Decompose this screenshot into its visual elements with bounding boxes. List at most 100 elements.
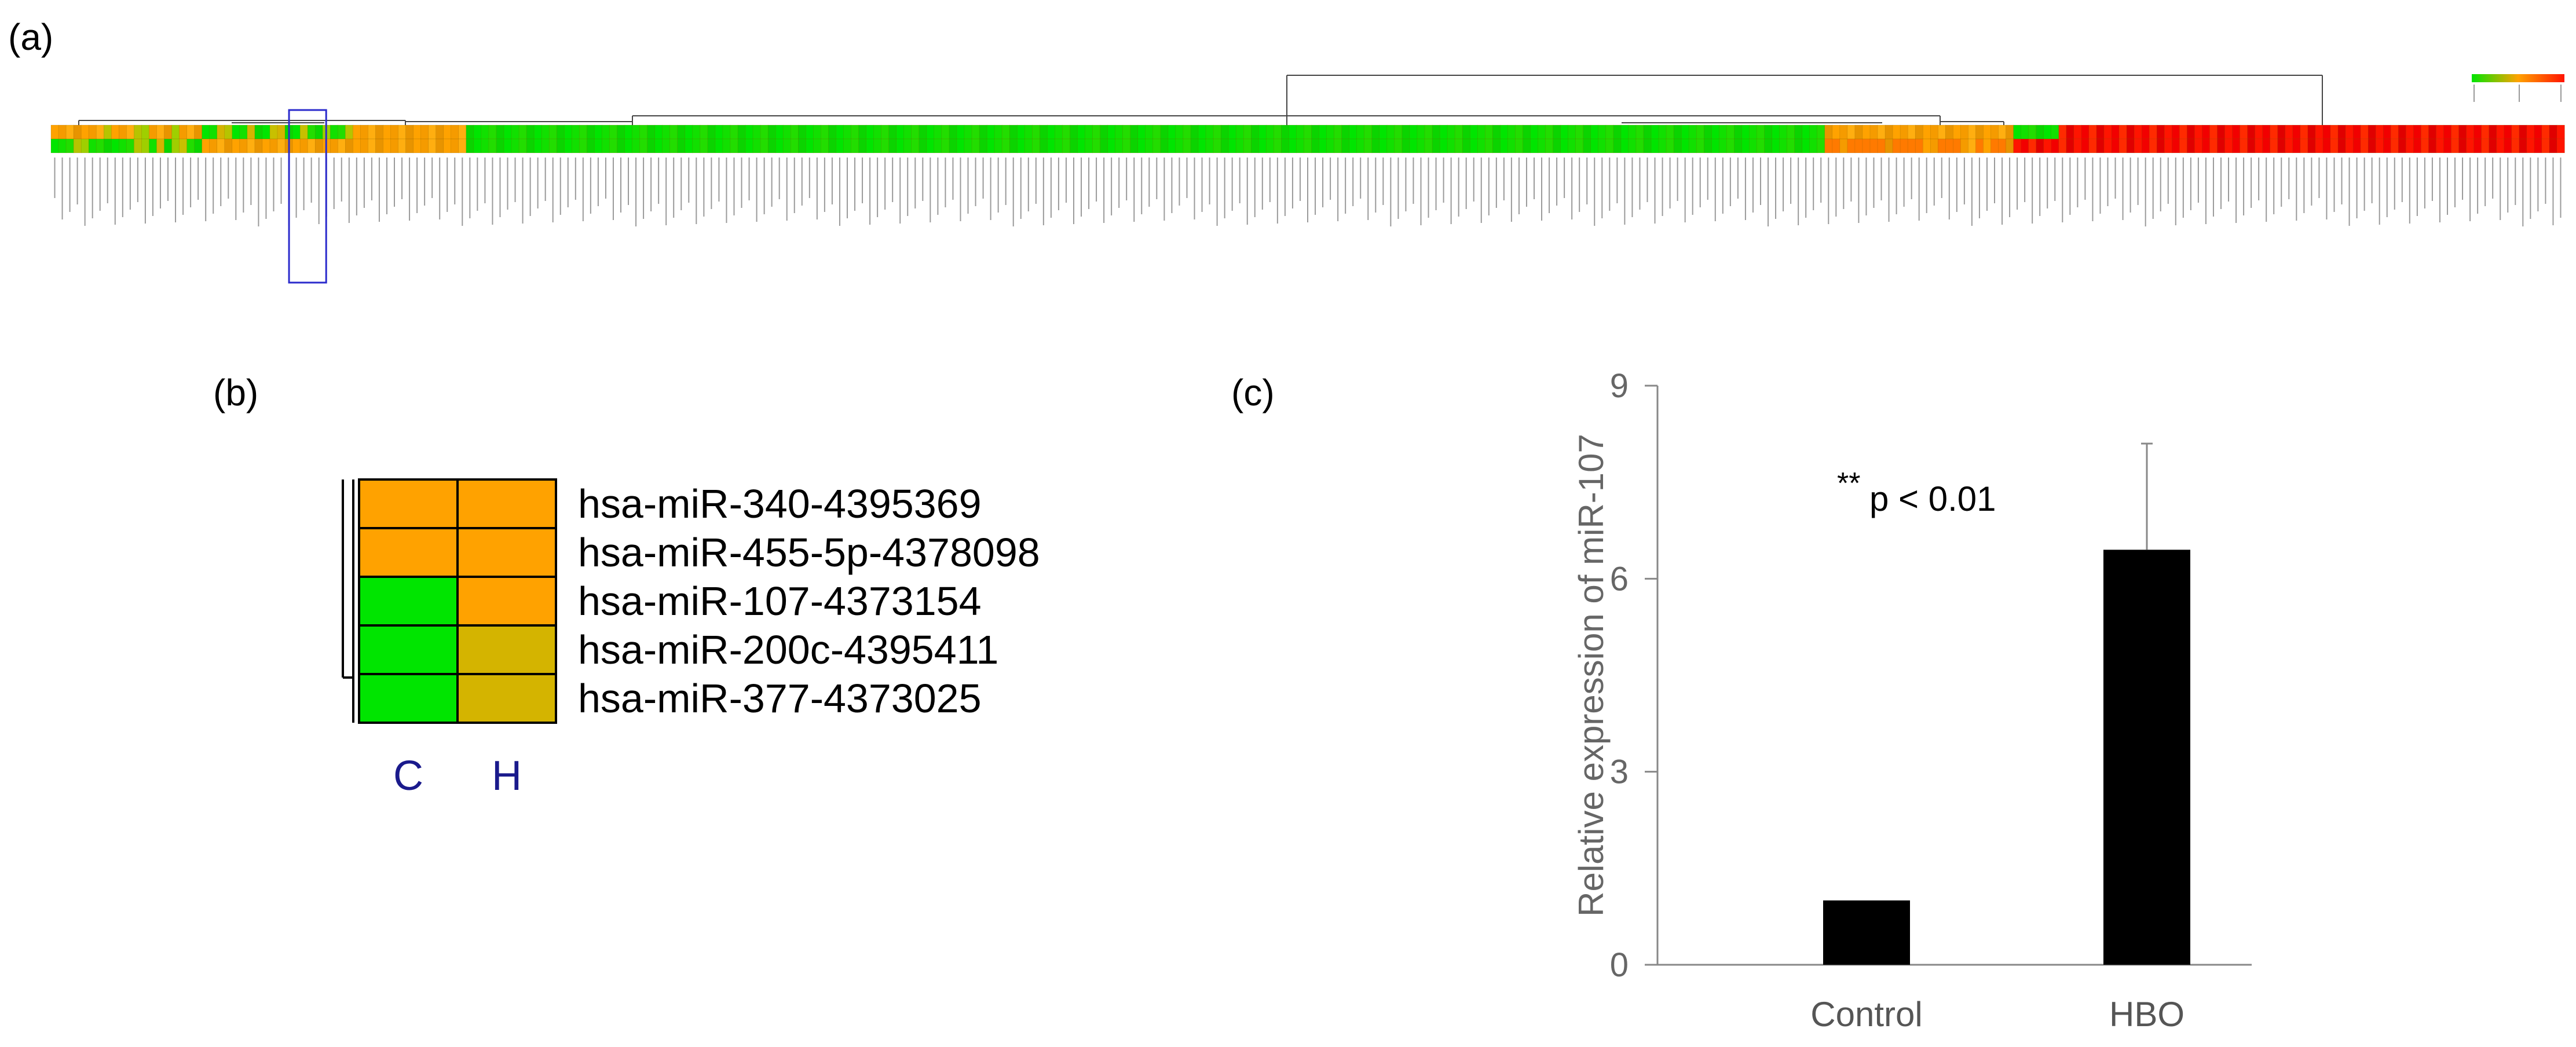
heatmap-a-cell [1152, 138, 1161, 153]
heatmap-a-cell [2118, 125, 2127, 140]
heatmap-a-cell [1915, 125, 1923, 140]
heatmap-a-cell [1598, 125, 1607, 140]
heatmap-b-column-label: C [393, 753, 423, 799]
heatmap-a-cell [700, 125, 708, 140]
heatmap-a-cell [775, 138, 784, 153]
heatmap-a-cell [632, 138, 641, 153]
heatmap-a-cell [119, 125, 127, 140]
heatmap-a-cell [1794, 125, 1803, 140]
heatmap-a-cell [134, 125, 142, 140]
heatmap-a-cell [398, 138, 407, 153]
heatmap-a-cell [2179, 125, 2188, 140]
heatmap-a-cell [217, 138, 225, 153]
heatmap-a-cell [1847, 125, 1856, 140]
heatmap-a-cell [2073, 138, 2082, 153]
heatmap-a-cell [247, 125, 255, 140]
heatmap-a-cell [1968, 125, 1977, 140]
heatmap-a-cell [1787, 138, 1795, 153]
heatmap-a-cell [277, 138, 286, 153]
heatmap-a-cell [2013, 125, 2022, 140]
heatmap-a-cell [1175, 125, 1184, 140]
heatmap-a-cell [979, 125, 987, 140]
heatmap-a-cell [1228, 125, 1236, 140]
heatmap-a-cell [2541, 138, 2550, 153]
heatmap-a-cell [2126, 125, 2135, 140]
heatmap-a-cell [2172, 138, 2180, 153]
heatmap-a-cell [1726, 125, 1735, 140]
heatmap-a-cell [790, 138, 799, 153]
heatmap-a-cell [1922, 125, 1931, 140]
heatmap-a-cell [1681, 138, 1689, 153]
heatmap-a-cell [262, 138, 270, 153]
heatmap-a-cell [1409, 138, 1418, 153]
heatmap-a-cell [1228, 138, 1236, 153]
heatmap-a-cell [134, 138, 142, 153]
heatmap-a-cell [1205, 125, 1214, 140]
heatmap-a-cell [587, 138, 595, 153]
heatmap-a-cell [979, 138, 987, 153]
heatmap-a-cell [1289, 138, 1297, 153]
heatmap-a-cell [473, 125, 482, 140]
heatmap-a-cell [1703, 138, 1712, 153]
color-scale-legend [2472, 74, 2564, 102]
heatmap-a-cell [2504, 125, 2512, 140]
heatmap-a-cell [2202, 125, 2211, 140]
heatmap-a-cell [2345, 125, 2354, 140]
heatmap-a-cell [1741, 125, 1750, 140]
heatmap-a-cell [511, 138, 519, 153]
heatmap-a-cell [2337, 138, 2346, 153]
heatmap-a-cell [1975, 125, 1984, 140]
heatmap-a-cell [2300, 125, 2308, 140]
heatmap-a-cell [2436, 138, 2445, 153]
heatmap-a-cell [1583, 125, 1591, 140]
heatmap-a-cell [1930, 138, 1938, 153]
heatmap-a-cell [2489, 125, 2497, 140]
heatmap-a-cell [2421, 125, 2429, 140]
heatmap-a-cell [1152, 125, 1161, 140]
heatmap-a-cell [1137, 125, 1146, 140]
heatmap-a-cell [903, 125, 912, 140]
heatmap-a-cell [119, 138, 127, 153]
heatmap-a-cell [2519, 138, 2527, 153]
heatmap-a-cell [496, 125, 504, 140]
heatmap-a-cell [548, 125, 557, 140]
heatmap-a-cell [1281, 125, 1290, 140]
heatmap-a-cell [1990, 138, 1999, 153]
heatmap-a-cell [1794, 138, 1803, 153]
heatmap-a-cell [1605, 138, 1614, 153]
heatmap-a-cell [813, 125, 822, 140]
heatmap-a-cell [2164, 125, 2172, 140]
heatmap-a-cell [254, 138, 263, 153]
heatmap-a-cell [1009, 125, 1018, 140]
heatmap-a-cell [1469, 125, 1478, 140]
heatmap-a-cell [760, 125, 769, 140]
heatmap-a-cell [1417, 138, 1425, 153]
heatmap-a-cell [2179, 138, 2188, 153]
heatmap-a-cell [843, 125, 852, 140]
heatmap-a-cell [2322, 138, 2331, 153]
heatmap-b-column-label: H [492, 753, 522, 799]
heatmap-a-cell [368, 125, 376, 140]
heatmap-a-cell [1115, 125, 1124, 140]
heatmap-a-cell [1869, 138, 1878, 153]
heatmap-a-cell [1900, 125, 1908, 140]
heatmap-a-cell [2556, 138, 2565, 153]
heatmap-a-cell [96, 125, 104, 140]
dendrogram-a [78, 75, 2323, 125]
heatmap-a-cell [1530, 138, 1539, 153]
heatmap-a-cell [2149, 125, 2157, 140]
heatmap-a-cell [338, 138, 346, 153]
heatmap-a-cell [451, 125, 459, 140]
heatmap-a-cell [1235, 138, 1244, 153]
heatmap-a-cell [1001, 125, 1010, 140]
heatmap-a-cell [1386, 138, 1395, 153]
heatmap-a-cell [1553, 138, 1561, 153]
heatmap-a-cell [602, 125, 610, 140]
heatmap-a-cell [1122, 125, 1131, 140]
heatmap-a-cell [2556, 125, 2565, 140]
heatmap-a-cell [1243, 138, 1252, 153]
heatmap-a-cell [1832, 138, 1840, 153]
heatmap-a-cell [2126, 138, 2135, 153]
heatmap-a-cell [919, 138, 927, 153]
